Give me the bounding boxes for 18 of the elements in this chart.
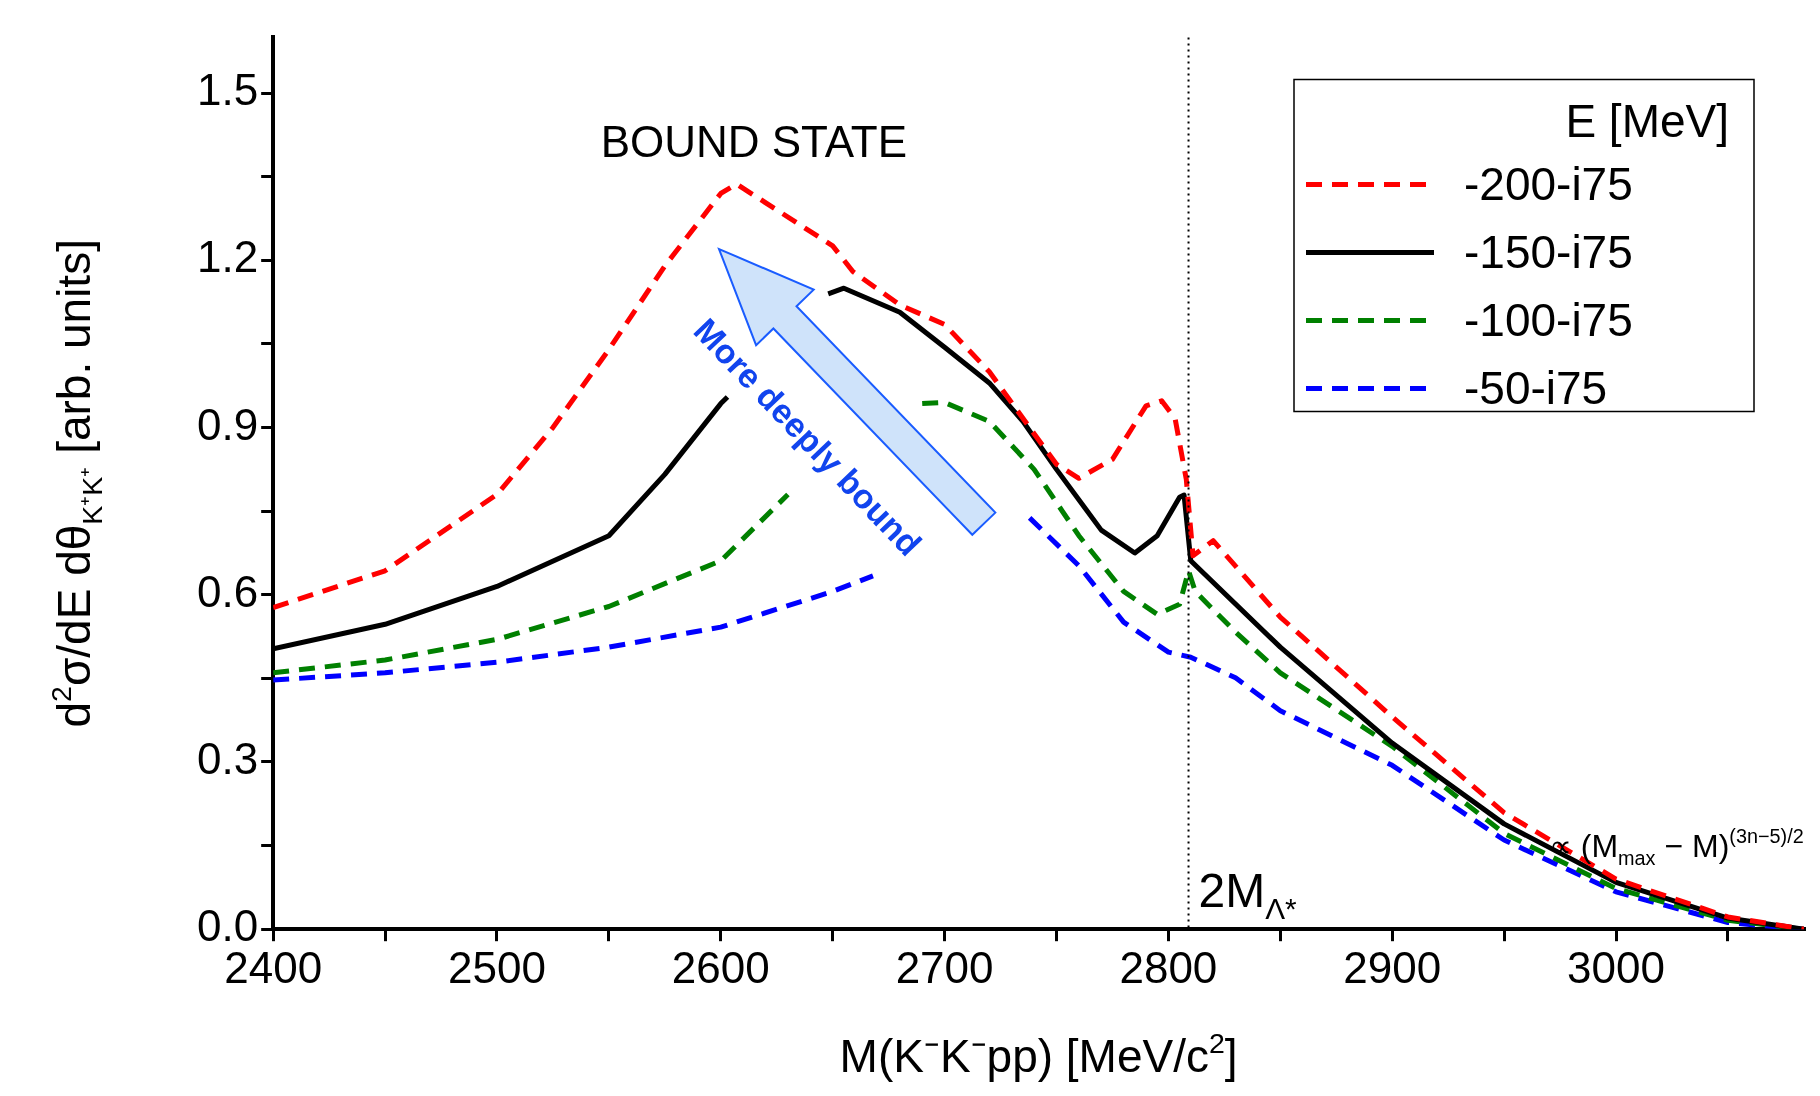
x-tick-label: 2800 (1119, 942, 1218, 992)
legend-label: -50-i75 (1464, 362, 1608, 415)
x-tick-label: 2600 (671, 942, 770, 992)
legend-label: -150-i75 (1464, 226, 1633, 279)
legend-label: -200-i75 (1464, 158, 1633, 211)
y-tick-label: 0.6 (196, 566, 259, 616)
y-tick-label: 1.2 (196, 232, 259, 282)
y-tick-label: 0.9 (196, 399, 259, 449)
legend-title: E [MeV] (1565, 95, 1729, 148)
y-tick-label: 0.3 (196, 734, 259, 784)
y-tick-label: 1.5 (196, 65, 259, 115)
x-tick-label: 2900 (1343, 942, 1442, 992)
x-tick-label: 2700 (895, 942, 994, 992)
x-tick-label: 3000 (1567, 942, 1665, 992)
x-tick-label: 2500 (448, 942, 546, 992)
y-axis-title: d2σ/dE dθK⁺K⁺ [arb. units] (44, 239, 108, 728)
annotation: BOUND STATE (600, 116, 908, 166)
legend-label: -100-i75 (1464, 294, 1633, 347)
